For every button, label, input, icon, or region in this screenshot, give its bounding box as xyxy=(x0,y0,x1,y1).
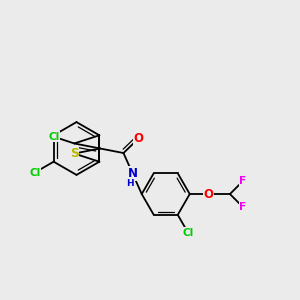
Text: O: O xyxy=(203,188,213,200)
Text: S: S xyxy=(70,147,79,160)
Text: Cl: Cl xyxy=(29,167,40,178)
Text: N: N xyxy=(128,167,138,180)
Text: O: O xyxy=(134,132,144,145)
Text: Cl: Cl xyxy=(48,132,59,142)
Text: F: F xyxy=(239,176,246,186)
Text: H: H xyxy=(126,178,134,188)
Text: F: F xyxy=(239,202,246,212)
Text: Cl: Cl xyxy=(183,228,194,238)
